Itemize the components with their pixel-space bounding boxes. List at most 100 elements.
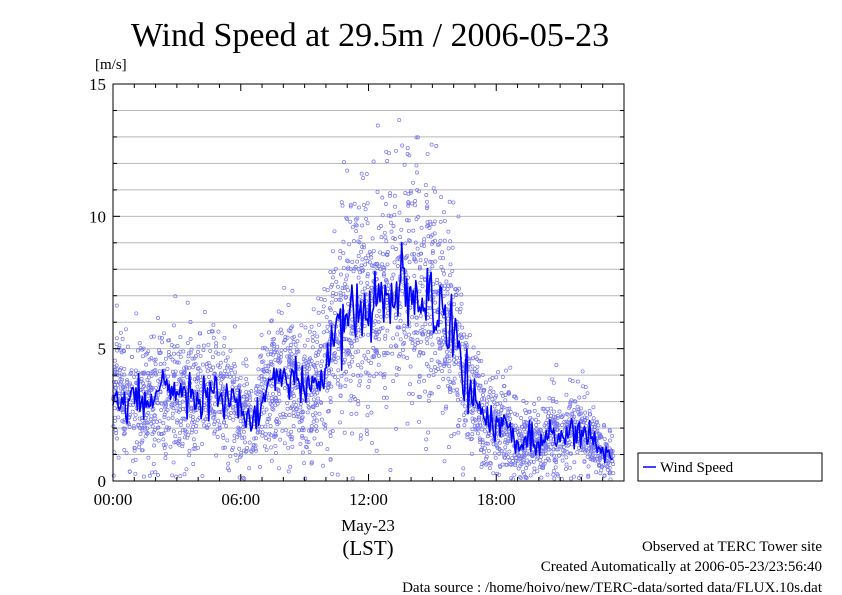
scatter-point <box>313 427 317 432</box>
scatter-point <box>401 354 406 359</box>
scatter-point <box>257 376 262 381</box>
scatter-point <box>581 443 586 448</box>
scatter-point <box>348 202 353 207</box>
scatter-point <box>152 413 157 418</box>
scatter-point <box>329 367 334 372</box>
scatter-point <box>269 349 274 354</box>
scatter-point <box>122 383 127 388</box>
scatter-point <box>455 391 460 396</box>
scatter-point <box>474 373 479 378</box>
scatter-point <box>153 470 158 475</box>
scatter-point <box>535 469 540 474</box>
scatter-point <box>569 476 574 481</box>
scatter-point <box>551 414 556 419</box>
scatter-point <box>594 470 599 475</box>
scatter-point <box>521 455 526 460</box>
scatter-point <box>373 319 378 324</box>
scatter-point <box>478 448 483 453</box>
scatter-point <box>451 357 456 362</box>
scatter-point <box>519 416 523 420</box>
scatter-point <box>445 291 450 296</box>
scatter-point <box>573 399 578 404</box>
scatter-point <box>340 286 345 291</box>
scatter-point <box>118 330 123 335</box>
scatter-point <box>339 272 343 277</box>
scatter-point <box>440 250 445 255</box>
scatter-point <box>475 423 480 428</box>
scatter-point <box>312 436 317 441</box>
scatter-point <box>269 445 273 450</box>
scatter-point <box>182 366 187 371</box>
scatter-point <box>559 444 564 449</box>
scatter-point <box>358 373 363 378</box>
scatter-point <box>174 381 179 386</box>
x-tick-label: 06:00 <box>221 490 260 509</box>
scatter-point <box>314 372 319 376</box>
scatter-point <box>295 339 300 344</box>
scatter-point <box>121 426 126 431</box>
scatter-point <box>254 436 258 441</box>
scatter-point <box>358 294 363 299</box>
scatter-point <box>383 336 388 341</box>
scatter-point <box>447 199 452 204</box>
scatter-point <box>544 425 549 430</box>
scatter-point <box>218 381 223 386</box>
scatter-point <box>365 272 370 277</box>
scatter-point <box>325 329 330 334</box>
scatter-point <box>148 417 153 422</box>
scatter-point <box>156 473 160 478</box>
scatter-point <box>356 373 360 378</box>
scatter-point <box>206 422 211 427</box>
scatter-point <box>212 431 217 436</box>
scatter-point <box>172 344 177 349</box>
scatter-point <box>311 405 316 409</box>
scatter-point <box>212 410 217 415</box>
scatter-point <box>542 423 547 428</box>
scatter-point <box>175 401 180 405</box>
scatter-point <box>338 393 343 398</box>
scatter-point <box>188 337 193 341</box>
scatter-point <box>374 448 379 453</box>
scatter-point <box>262 369 267 374</box>
scatter-point <box>242 476 247 481</box>
scatter-point <box>145 351 149 356</box>
scatter-point <box>207 363 212 368</box>
scatter-point <box>560 458 565 463</box>
scatter-point <box>539 428 543 433</box>
scatter-point <box>441 210 446 215</box>
scatter-point <box>394 372 399 377</box>
scatter-points <box>111 118 616 482</box>
scatter-point <box>182 472 187 477</box>
scatter-point <box>364 428 369 433</box>
scatter-point <box>238 426 243 431</box>
scatter-point <box>169 402 174 407</box>
scatter-point <box>341 251 346 256</box>
scatter-point <box>490 397 495 402</box>
scatter-point <box>160 340 165 345</box>
scatter-point <box>275 422 280 427</box>
scatter-point <box>406 218 411 223</box>
scatter-point <box>357 205 361 210</box>
scatter-point <box>344 215 349 220</box>
scatter-point <box>324 315 329 320</box>
scatter-point <box>188 320 193 324</box>
scatter-point <box>377 337 382 342</box>
scatter-point <box>269 383 274 388</box>
scatter-point <box>545 472 550 477</box>
scatter-point <box>348 398 353 403</box>
scatter-point <box>261 367 266 372</box>
scatter-point <box>524 400 529 405</box>
scatter-point <box>300 435 305 440</box>
scatter-point <box>271 407 276 412</box>
scatter-point <box>586 474 591 479</box>
scatter-point <box>396 325 401 330</box>
scatter-point <box>191 462 196 466</box>
scatter-point <box>569 451 573 456</box>
scatter-point <box>577 395 582 400</box>
scatter-point <box>193 446 198 451</box>
scatter-point <box>302 354 307 359</box>
scatter-point <box>379 224 383 228</box>
legend-box <box>637 452 823 482</box>
scatter-point <box>127 425 132 430</box>
scatter-point <box>553 423 558 427</box>
